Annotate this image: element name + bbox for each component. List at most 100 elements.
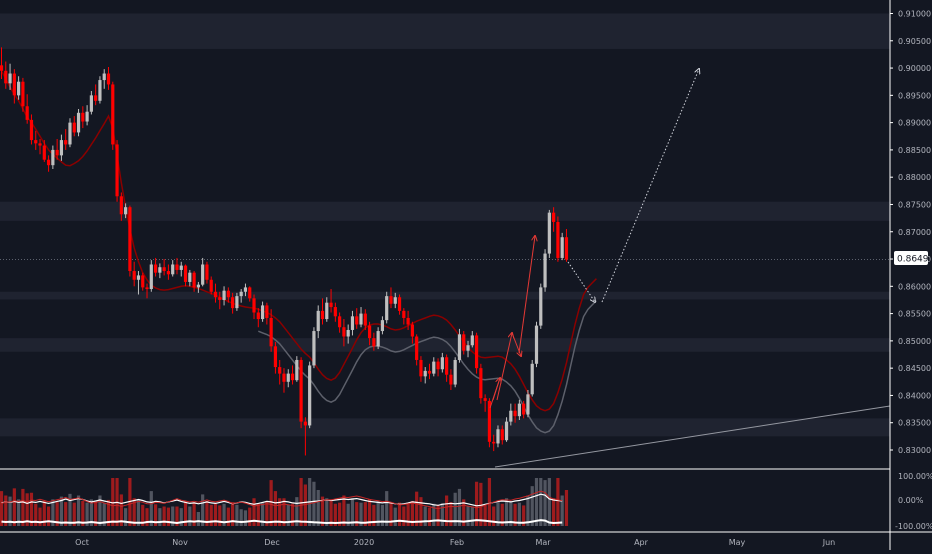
volume-bar <box>560 495 564 526</box>
x-tick-label: Feb <box>450 538 464 547</box>
volume-bar <box>29 492 34 526</box>
candle-body <box>346 329 350 337</box>
volume-bar <box>402 506 406 526</box>
candle-body <box>466 345 470 351</box>
candle-body <box>445 357 449 375</box>
candle-body <box>522 403 526 415</box>
volume-bar <box>290 503 295 526</box>
oscillator-red-line <box>1 490 563 510</box>
candle-body <box>500 429 504 441</box>
candle <box>504 417 509 442</box>
volume-bar <box>231 502 235 526</box>
candle <box>4 61 8 89</box>
candle-body <box>440 357 444 370</box>
volume-bar <box>183 501 188 526</box>
volume-bar <box>556 478 560 526</box>
y-tick-label: 0.85500 <box>898 310 931 319</box>
volume-bar <box>539 478 543 526</box>
volume-bar <box>462 499 466 526</box>
volume-bar <box>8 496 12 526</box>
candle <box>94 84 98 106</box>
candle <box>363 309 367 330</box>
candle-body <box>534 325 539 364</box>
y-tick-label: 0.89000 <box>898 119 931 128</box>
volume-bar <box>325 498 329 526</box>
candle-body <box>136 275 141 280</box>
red-arrow-4 <box>518 236 535 354</box>
volume-bar <box>162 506 166 526</box>
x-tick-label: Oct <box>75 538 89 547</box>
candle-body <box>278 367 282 374</box>
candle <box>188 269 192 287</box>
candle-body <box>29 119 34 141</box>
volume-bar <box>449 502 453 526</box>
candle <box>415 334 419 366</box>
candle <box>483 394 487 412</box>
candle-body <box>196 284 200 288</box>
candle <box>526 389 530 418</box>
candle-body <box>85 111 89 122</box>
red-arrow-2 <box>496 333 512 401</box>
y-tick-label: 0.84000 <box>898 391 931 400</box>
candle-body <box>393 297 397 304</box>
candle <box>34 130 38 150</box>
candle <box>175 257 179 275</box>
last-price-box <box>894 251 928 265</box>
volume-bar <box>346 503 350 526</box>
x-tick-label: Jun <box>822 538 836 547</box>
candle <box>556 216 560 262</box>
candle <box>333 302 337 322</box>
volume-bar <box>239 509 243 526</box>
candle <box>346 324 350 344</box>
y-tick-label: 0.84500 <box>898 364 931 373</box>
candle <box>432 357 436 377</box>
candle <box>72 116 76 137</box>
candle <box>449 369 453 390</box>
candle-body <box>329 302 333 308</box>
candle-body <box>483 398 487 401</box>
volume-bar <box>102 503 106 526</box>
candle <box>312 327 316 369</box>
candle-body <box>286 373 290 382</box>
candle-body <box>158 267 162 273</box>
candle-body <box>385 296 389 321</box>
price-zone <box>0 13 890 49</box>
candle <box>243 283 248 297</box>
volume-bar <box>440 503 444 526</box>
candle-body <box>350 316 355 330</box>
volume-bar <box>320 496 325 526</box>
candle <box>338 312 342 333</box>
last-price-text: 0.86493 <box>897 255 932 265</box>
candle <box>166 264 171 280</box>
candle <box>218 291 222 310</box>
volume-bar <box>218 505 222 526</box>
candle-body <box>355 316 359 325</box>
volume-bar <box>479 482 483 526</box>
candle <box>436 358 440 377</box>
volume-bar <box>372 504 376 526</box>
volume-bar <box>406 503 410 526</box>
volume-bar <box>42 501 46 526</box>
candle-body <box>504 421 509 441</box>
candle <box>359 307 363 328</box>
candle <box>560 232 564 261</box>
volume-bar <box>201 494 205 526</box>
candle <box>102 69 106 89</box>
x-tick-label: May <box>729 538 746 547</box>
candle-body <box>427 370 432 374</box>
candle <box>453 357 457 388</box>
volume-bar <box>415 491 419 526</box>
candle <box>509 403 513 426</box>
candlesticks[interactable] <box>0 47 569 456</box>
trend-lines <box>0 259 891 468</box>
candle <box>119 192 123 221</box>
candle-body <box>376 331 380 347</box>
volume-bar <box>213 503 218 526</box>
candle-body <box>316 310 320 332</box>
candle-body <box>171 264 175 275</box>
price-zone <box>0 201 890 221</box>
candle-body <box>547 212 551 254</box>
volume-bar <box>350 498 355 526</box>
candle-body <box>68 122 72 145</box>
volume-bar <box>282 498 286 526</box>
